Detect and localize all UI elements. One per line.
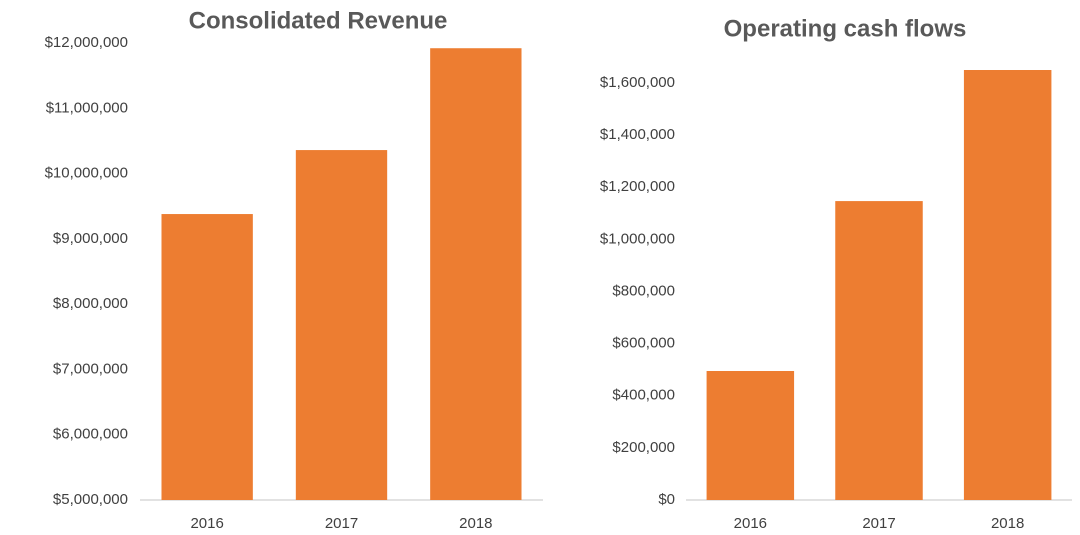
y-tick-label: $600,000: [612, 335, 675, 352]
bar: [835, 201, 923, 501]
y-tick-label: $6,000,000: [53, 426, 128, 443]
chart-title: Operating cash flows: [724, 15, 967, 42]
y-tick-label: $1,600,000: [600, 74, 675, 91]
bar: [430, 48, 522, 500]
y-tick-label: $200,000: [612, 439, 675, 456]
y-tick-label: $11,000,000: [46, 99, 128, 116]
x-tick-label: 2017: [325, 515, 358, 532]
x-tick-label: 2017: [862, 515, 895, 532]
y-tick-label: $7,000,000: [53, 360, 128, 377]
x-tick-label: 2016: [734, 515, 767, 532]
y-tick-label: $9,000,000: [53, 230, 128, 247]
x-tick-label: 2018: [991, 515, 1024, 532]
bar: [963, 70, 1052, 500]
y-tick-label: $400,000: [612, 387, 675, 404]
x-tick-label: 2018: [459, 515, 492, 532]
y-tick-label: $1,000,000: [600, 230, 675, 247]
y-tick-label: $5,000,000: [53, 491, 128, 508]
bar: [161, 214, 253, 500]
y-tick-label: $8,000,000: [53, 295, 128, 312]
y-tick-label: $1,200,000: [600, 178, 675, 195]
y-tick-label: $0: [658, 491, 675, 508]
chart-title: Consolidated Revenue: [189, 7, 448, 34]
x-tick-label: 2016: [190, 515, 223, 532]
bar: [295, 150, 388, 500]
y-tick-label: $10,000,000: [45, 165, 128, 182]
y-tick-label: $1,400,000: [600, 126, 675, 143]
y-tick-label: $800,000: [612, 282, 675, 299]
bar: [706, 371, 795, 500]
y-tick-label: $12,000,000: [45, 34, 128, 51]
